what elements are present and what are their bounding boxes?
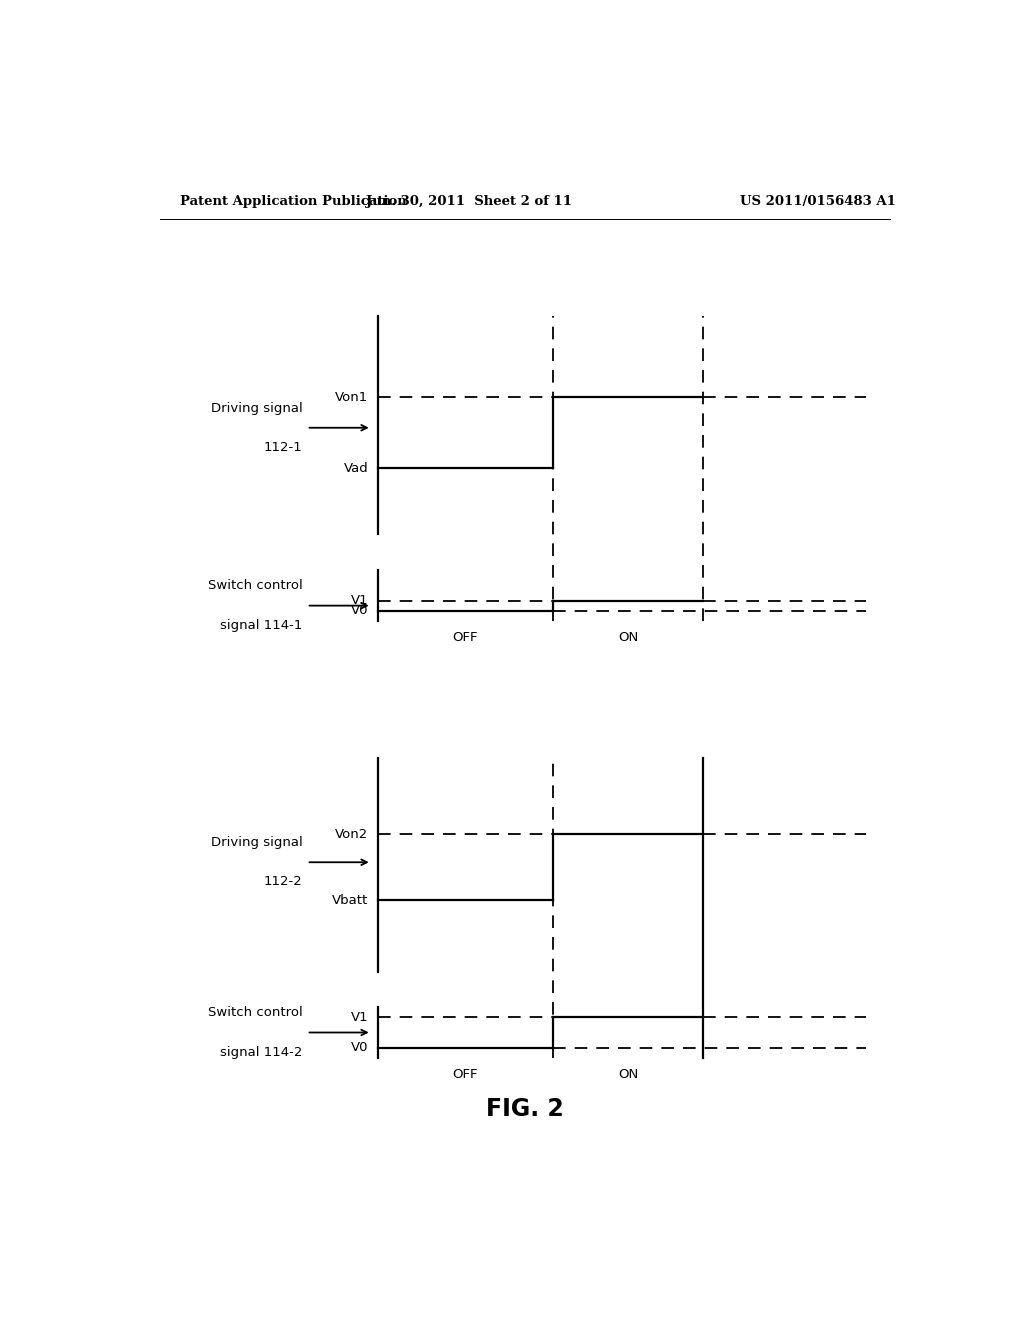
Text: OFF: OFF — [453, 1068, 478, 1081]
Text: Driving signal: Driving signal — [211, 401, 303, 414]
Text: Driving signal: Driving signal — [211, 836, 303, 849]
Text: FIG. 2: FIG. 2 — [486, 1097, 563, 1121]
Text: Vbatt: Vbatt — [332, 894, 369, 907]
Text: V0: V0 — [351, 605, 369, 618]
Text: signal 114-1: signal 114-1 — [220, 619, 303, 632]
Text: OFF: OFF — [453, 631, 478, 644]
Text: US 2011/0156483 A1: US 2011/0156483 A1 — [740, 194, 896, 207]
Text: ON: ON — [617, 631, 638, 644]
Text: Von1: Von1 — [335, 391, 369, 404]
Text: V1: V1 — [351, 594, 369, 607]
Text: V1: V1 — [351, 1011, 369, 1024]
Text: Von2: Von2 — [335, 828, 369, 841]
Text: signal 114-2: signal 114-2 — [220, 1045, 303, 1059]
Text: 112-2: 112-2 — [264, 875, 303, 888]
Text: ON: ON — [617, 1068, 638, 1081]
Text: Jun. 30, 2011  Sheet 2 of 11: Jun. 30, 2011 Sheet 2 of 11 — [367, 194, 572, 207]
Text: Switch control: Switch control — [208, 1006, 303, 1019]
Text: Vad: Vad — [344, 462, 369, 475]
Text: 112-1: 112-1 — [264, 441, 303, 454]
Text: Patent Application Publication: Patent Application Publication — [179, 194, 407, 207]
Text: Switch control: Switch control — [208, 579, 303, 593]
Text: V0: V0 — [351, 1041, 369, 1055]
